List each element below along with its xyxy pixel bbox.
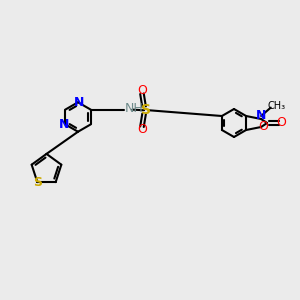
Text: S: S (141, 103, 151, 117)
Text: O: O (259, 121, 269, 134)
Text: CH₃: CH₃ (267, 101, 285, 111)
Text: O: O (137, 123, 147, 136)
Text: NH: NH (125, 102, 144, 115)
Text: N: N (59, 118, 69, 131)
Text: N: N (256, 109, 266, 122)
Text: S: S (33, 176, 42, 189)
Text: O: O (137, 84, 147, 97)
Text: N: N (74, 96, 84, 109)
Text: O: O (277, 116, 286, 130)
